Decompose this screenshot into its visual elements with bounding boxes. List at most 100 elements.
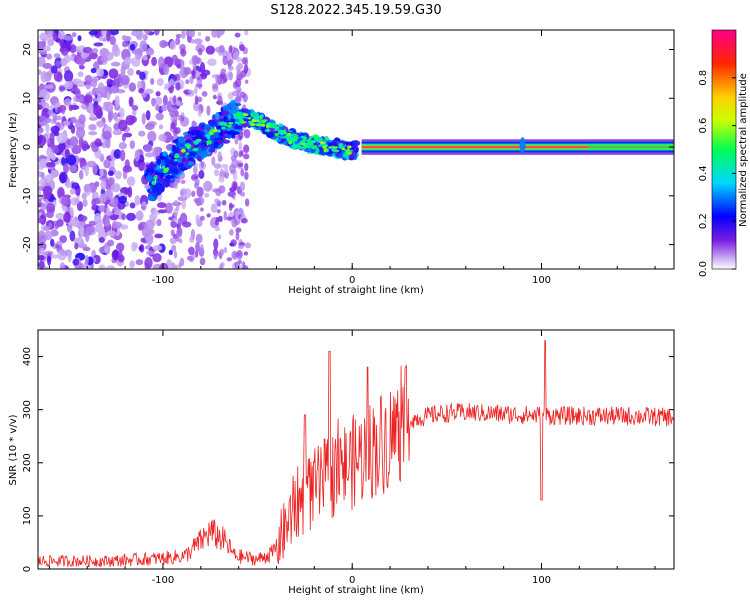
noise-blob	[38, 69, 42, 75]
noise-blob	[138, 87, 144, 94]
noise-blob	[140, 205, 146, 210]
snr-line	[38, 340, 674, 568]
noise-blob	[106, 230, 117, 237]
noise-streak	[220, 68, 227, 75]
noise-blob	[106, 30, 111, 42]
noise-streak	[194, 95, 199, 105]
noise-blob	[142, 55, 148, 61]
noise-blob	[57, 187, 65, 200]
noise-streak	[199, 257, 206, 266]
noise-blob	[171, 244, 177, 252]
signal-blob	[234, 125, 243, 130]
noise-blob	[137, 223, 144, 231]
signal-blob	[192, 151, 197, 157]
noise-streak	[175, 202, 180, 212]
noise-blob	[38, 217, 44, 224]
noise-blob	[41, 202, 47, 212]
y-tick-label: 0	[22, 566, 33, 572]
noise-streak	[234, 32, 241, 38]
signal-blob	[156, 158, 161, 165]
noise-streak	[172, 74, 178, 82]
signal-blob	[327, 142, 333, 148]
noise-blob	[111, 220, 119, 229]
signal-blob	[223, 130, 233, 135]
noise-blob	[50, 254, 60, 259]
noise-blob	[97, 205, 106, 213]
noise-blob	[154, 233, 164, 239]
noise-blob	[79, 169, 84, 180]
noise-blob	[38, 49, 48, 55]
snr-frame	[37, 329, 675, 570]
noise-blob	[46, 202, 56, 213]
noise-blob	[198, 170, 205, 179]
noise-blob	[49, 132, 55, 144]
noise-blob	[69, 136, 79, 147]
noise-streak	[229, 164, 236, 173]
spectrogram-frame	[37, 29, 675, 270]
noise-blob	[88, 220, 97, 226]
noise-streak	[179, 190, 185, 197]
noise-blob	[185, 79, 190, 85]
signal-blob	[187, 161, 195, 166]
noise-blob	[55, 244, 60, 249]
noise-blob	[120, 74, 130, 86]
noise-streak	[236, 57, 243, 63]
noise-blob	[145, 47, 155, 56]
noise-blob	[103, 130, 112, 140]
signal-blob	[222, 116, 228, 121]
signal-knot	[332, 146, 339, 149]
noise-blob	[139, 71, 146, 81]
noise-blob	[147, 130, 157, 142]
signal-blob	[199, 151, 209, 158]
noise-streak	[235, 51, 239, 59]
noise-streak	[228, 58, 234, 65]
noise-blob	[42, 62, 52, 70]
signal-blob	[196, 126, 205, 131]
noise-streak	[212, 83, 219, 90]
noise-blob	[210, 203, 218, 213]
noise-blob	[156, 219, 162, 227]
noise-blob	[90, 78, 98, 88]
noise-blob	[79, 227, 84, 238]
signal-knot	[161, 165, 166, 169]
noise-blob	[100, 56, 109, 63]
noise-blob	[203, 180, 213, 192]
noise-blob	[126, 212, 136, 221]
noise-blob	[112, 249, 119, 261]
noise-blob	[138, 130, 146, 137]
noise-blob	[94, 138, 102, 147]
signal-knot	[243, 113, 249, 116]
noise-streak	[187, 89, 195, 94]
noise-blob	[94, 212, 102, 224]
noise-blob	[135, 30, 144, 41]
noise-streak	[189, 256, 194, 263]
noise-blob	[148, 222, 155, 227]
noise-streak	[230, 239, 237, 247]
noise-blob	[53, 131, 60, 137]
noise-blob	[88, 30, 99, 36]
noise-blob	[134, 48, 143, 60]
noise-streak	[216, 30, 224, 37]
noise-blob	[121, 133, 126, 142]
signal-blob	[213, 141, 219, 149]
noise-streak	[231, 191, 235, 199]
snr-xlabel: Height of straight line (km)	[288, 585, 424, 596]
signal-knot	[239, 118, 243, 123]
colorbar-tick-label: 0.4	[698, 165, 709, 181]
noise-blob	[69, 207, 74, 217]
signal-blob	[163, 181, 170, 187]
noise-blob	[42, 185, 53, 197]
noise-streak	[243, 128, 251, 139]
noise-blob	[100, 153, 105, 163]
noise-blob	[38, 189, 42, 200]
signal-blob	[172, 168, 179, 174]
noise-blob	[95, 86, 106, 97]
signal-knot	[338, 145, 343, 149]
noise-blob	[179, 212, 188, 225]
noise-blob	[145, 110, 151, 121]
noise-blob	[57, 30, 66, 40]
noise-streak	[234, 135, 239, 145]
noise-blob	[156, 202, 167, 209]
signal-blob	[215, 112, 220, 120]
noise-streak	[218, 155, 223, 162]
